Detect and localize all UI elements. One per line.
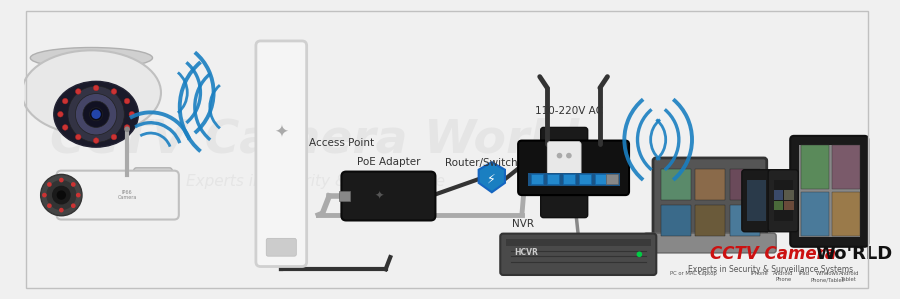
Circle shape: [68, 86, 124, 142]
FancyBboxPatch shape: [832, 192, 860, 236]
Circle shape: [58, 112, 63, 117]
FancyBboxPatch shape: [607, 174, 617, 184]
FancyBboxPatch shape: [506, 239, 651, 246]
FancyBboxPatch shape: [580, 174, 590, 184]
Circle shape: [124, 125, 130, 130]
Circle shape: [47, 203, 51, 208]
Circle shape: [52, 186, 71, 205]
Polygon shape: [479, 162, 505, 192]
Circle shape: [124, 98, 130, 104]
Text: CCTV Camera World: CCTV Camera World: [50, 117, 580, 162]
Text: ✦: ✦: [274, 123, 288, 141]
Circle shape: [59, 208, 64, 213]
Circle shape: [124, 126, 130, 132]
FancyBboxPatch shape: [742, 170, 772, 232]
FancyBboxPatch shape: [595, 174, 607, 184]
FancyBboxPatch shape: [768, 170, 798, 232]
Text: ⚡: ⚡: [488, 173, 496, 186]
Text: Wo'RLD: Wo'RLD: [815, 245, 893, 263]
Text: Windows
Phone/Tablet: Windows Phone/Tablet: [810, 271, 844, 282]
Circle shape: [40, 174, 82, 216]
Circle shape: [71, 182, 76, 187]
FancyBboxPatch shape: [527, 173, 619, 186]
FancyBboxPatch shape: [541, 127, 588, 218]
Text: HCVR: HCVR: [515, 248, 538, 257]
FancyBboxPatch shape: [730, 169, 760, 200]
Circle shape: [46, 180, 76, 210]
Circle shape: [557, 153, 562, 158]
FancyBboxPatch shape: [696, 205, 725, 236]
Text: Experts in Security & Surveillance Systems: Experts in Security & Surveillance Syste…: [688, 265, 853, 274]
Circle shape: [566, 153, 572, 158]
FancyBboxPatch shape: [518, 141, 629, 195]
FancyBboxPatch shape: [644, 233, 776, 253]
Text: IP66
Camera: IP66 Camera: [117, 190, 137, 201]
FancyBboxPatch shape: [801, 192, 829, 236]
Circle shape: [59, 178, 64, 182]
Circle shape: [76, 134, 81, 140]
Text: PoE Adapter: PoE Adapter: [356, 157, 420, 167]
FancyBboxPatch shape: [774, 201, 783, 210]
Ellipse shape: [31, 48, 152, 68]
Text: PC or MAC Laptop: PC or MAC Laptop: [670, 271, 716, 276]
Circle shape: [71, 203, 76, 208]
FancyBboxPatch shape: [653, 158, 767, 243]
FancyBboxPatch shape: [774, 190, 783, 200]
Circle shape: [62, 98, 68, 104]
Text: ✦: ✦: [374, 191, 383, 201]
FancyBboxPatch shape: [696, 169, 725, 200]
Circle shape: [111, 134, 117, 140]
Text: Experts in Security & Surveillance: Experts in Security & Surveillance: [185, 174, 445, 190]
FancyBboxPatch shape: [547, 174, 559, 184]
FancyBboxPatch shape: [784, 201, 794, 210]
FancyBboxPatch shape: [832, 145, 860, 188]
FancyBboxPatch shape: [798, 145, 859, 237]
FancyBboxPatch shape: [801, 145, 829, 188]
Circle shape: [636, 251, 643, 257]
FancyBboxPatch shape: [341, 172, 436, 220]
Circle shape: [83, 101, 109, 127]
Circle shape: [89, 108, 103, 121]
Circle shape: [76, 193, 81, 197]
FancyBboxPatch shape: [256, 41, 307, 266]
Ellipse shape: [54, 81, 139, 147]
Ellipse shape: [22, 50, 161, 135]
Circle shape: [62, 125, 68, 130]
Text: Android
Tablet: Android Tablet: [839, 271, 860, 282]
FancyBboxPatch shape: [774, 180, 793, 221]
Circle shape: [111, 89, 117, 94]
Circle shape: [42, 193, 47, 197]
Circle shape: [92, 109, 101, 119]
FancyBboxPatch shape: [57, 171, 179, 219]
Circle shape: [129, 112, 135, 117]
Circle shape: [94, 138, 99, 144]
Circle shape: [76, 94, 117, 135]
Circle shape: [47, 182, 51, 187]
Circle shape: [94, 85, 99, 91]
Text: Router/Switch: Router/Switch: [445, 158, 518, 168]
FancyBboxPatch shape: [730, 205, 760, 236]
FancyBboxPatch shape: [790, 136, 868, 247]
Text: CCTV Camera: CCTV Camera: [710, 245, 842, 263]
FancyBboxPatch shape: [338, 191, 350, 201]
Circle shape: [76, 89, 81, 94]
FancyBboxPatch shape: [661, 169, 690, 200]
Text: Android
Phone: Android Phone: [773, 271, 794, 282]
FancyBboxPatch shape: [266, 238, 296, 256]
Text: iPad: iPad: [798, 271, 809, 276]
FancyBboxPatch shape: [531, 174, 543, 184]
FancyBboxPatch shape: [563, 174, 574, 184]
FancyBboxPatch shape: [784, 190, 794, 200]
FancyBboxPatch shape: [748, 180, 766, 221]
Text: NVR: NVR: [512, 219, 535, 229]
Text: Access Point: Access Point: [310, 138, 374, 148]
Text: iPhone: iPhone: [751, 271, 769, 276]
Circle shape: [57, 190, 66, 200]
FancyBboxPatch shape: [500, 234, 656, 275]
FancyBboxPatch shape: [134, 168, 172, 206]
Text: 110-220V AC: 110-220V AC: [535, 106, 603, 116]
FancyBboxPatch shape: [547, 141, 581, 180]
FancyBboxPatch shape: [661, 205, 690, 236]
